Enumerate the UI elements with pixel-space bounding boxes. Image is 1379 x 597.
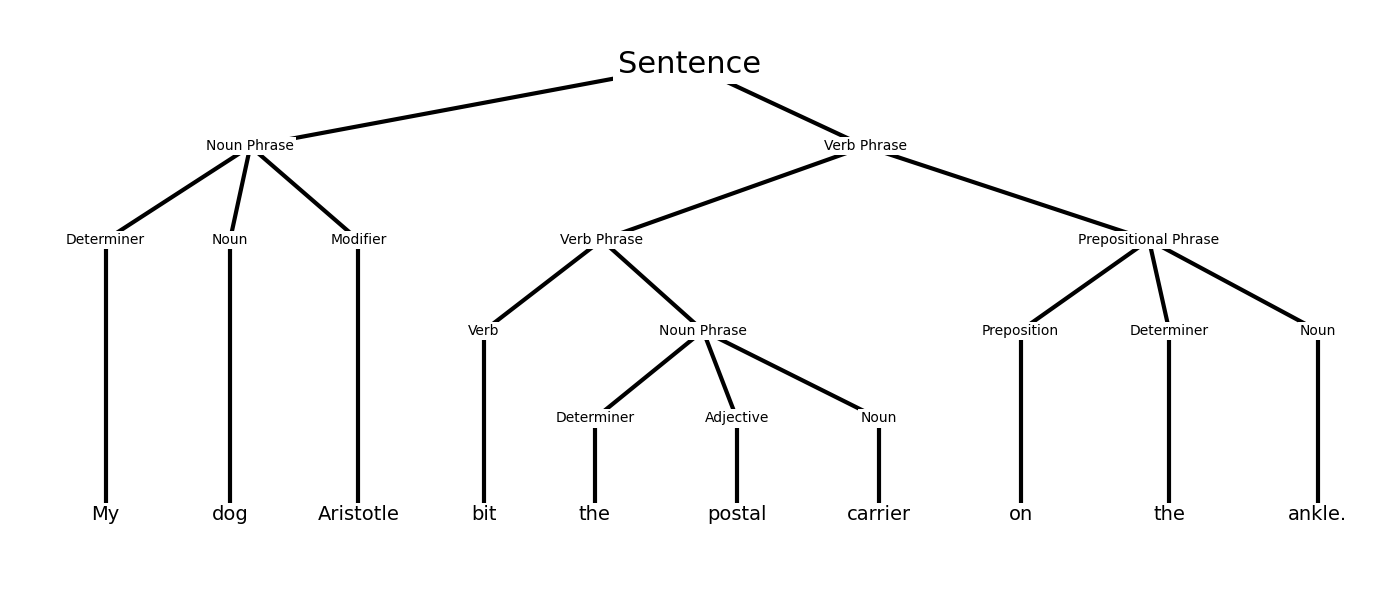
Text: Verb Phrase: Verb Phrase (823, 139, 906, 153)
Text: postal: postal (707, 506, 767, 525)
Text: Aristotle: Aristotle (317, 506, 400, 525)
Text: the: the (1153, 506, 1185, 525)
Text: Noun: Noun (860, 411, 896, 426)
Text: Sentence: Sentence (618, 50, 761, 79)
Text: Adjective: Adjective (705, 411, 769, 426)
Text: Prepositional Phrase: Prepositional Phrase (1078, 233, 1219, 247)
Text: Noun: Noun (1300, 324, 1336, 338)
Text: Noun: Noun (212, 233, 248, 247)
Text: Noun Phrase: Noun Phrase (659, 324, 747, 338)
Text: Preposition: Preposition (982, 324, 1059, 338)
Text: Determiner: Determiner (66, 233, 145, 247)
Text: Noun Phrase: Noun Phrase (207, 139, 294, 153)
Text: Determiner: Determiner (1129, 324, 1209, 338)
Text: Verb Phrase: Verb Phrase (560, 233, 643, 247)
Text: Modifier: Modifier (330, 233, 386, 247)
Text: on: on (1008, 506, 1033, 525)
Text: Verb: Verb (469, 324, 499, 338)
Text: Determiner: Determiner (556, 411, 634, 426)
Text: ankle.: ankle. (1288, 506, 1347, 525)
Text: the: the (579, 506, 611, 525)
Text: My: My (91, 506, 120, 525)
Text: carrier: carrier (847, 506, 910, 525)
Text: bit: bit (472, 506, 496, 525)
Text: dog: dog (211, 506, 248, 525)
